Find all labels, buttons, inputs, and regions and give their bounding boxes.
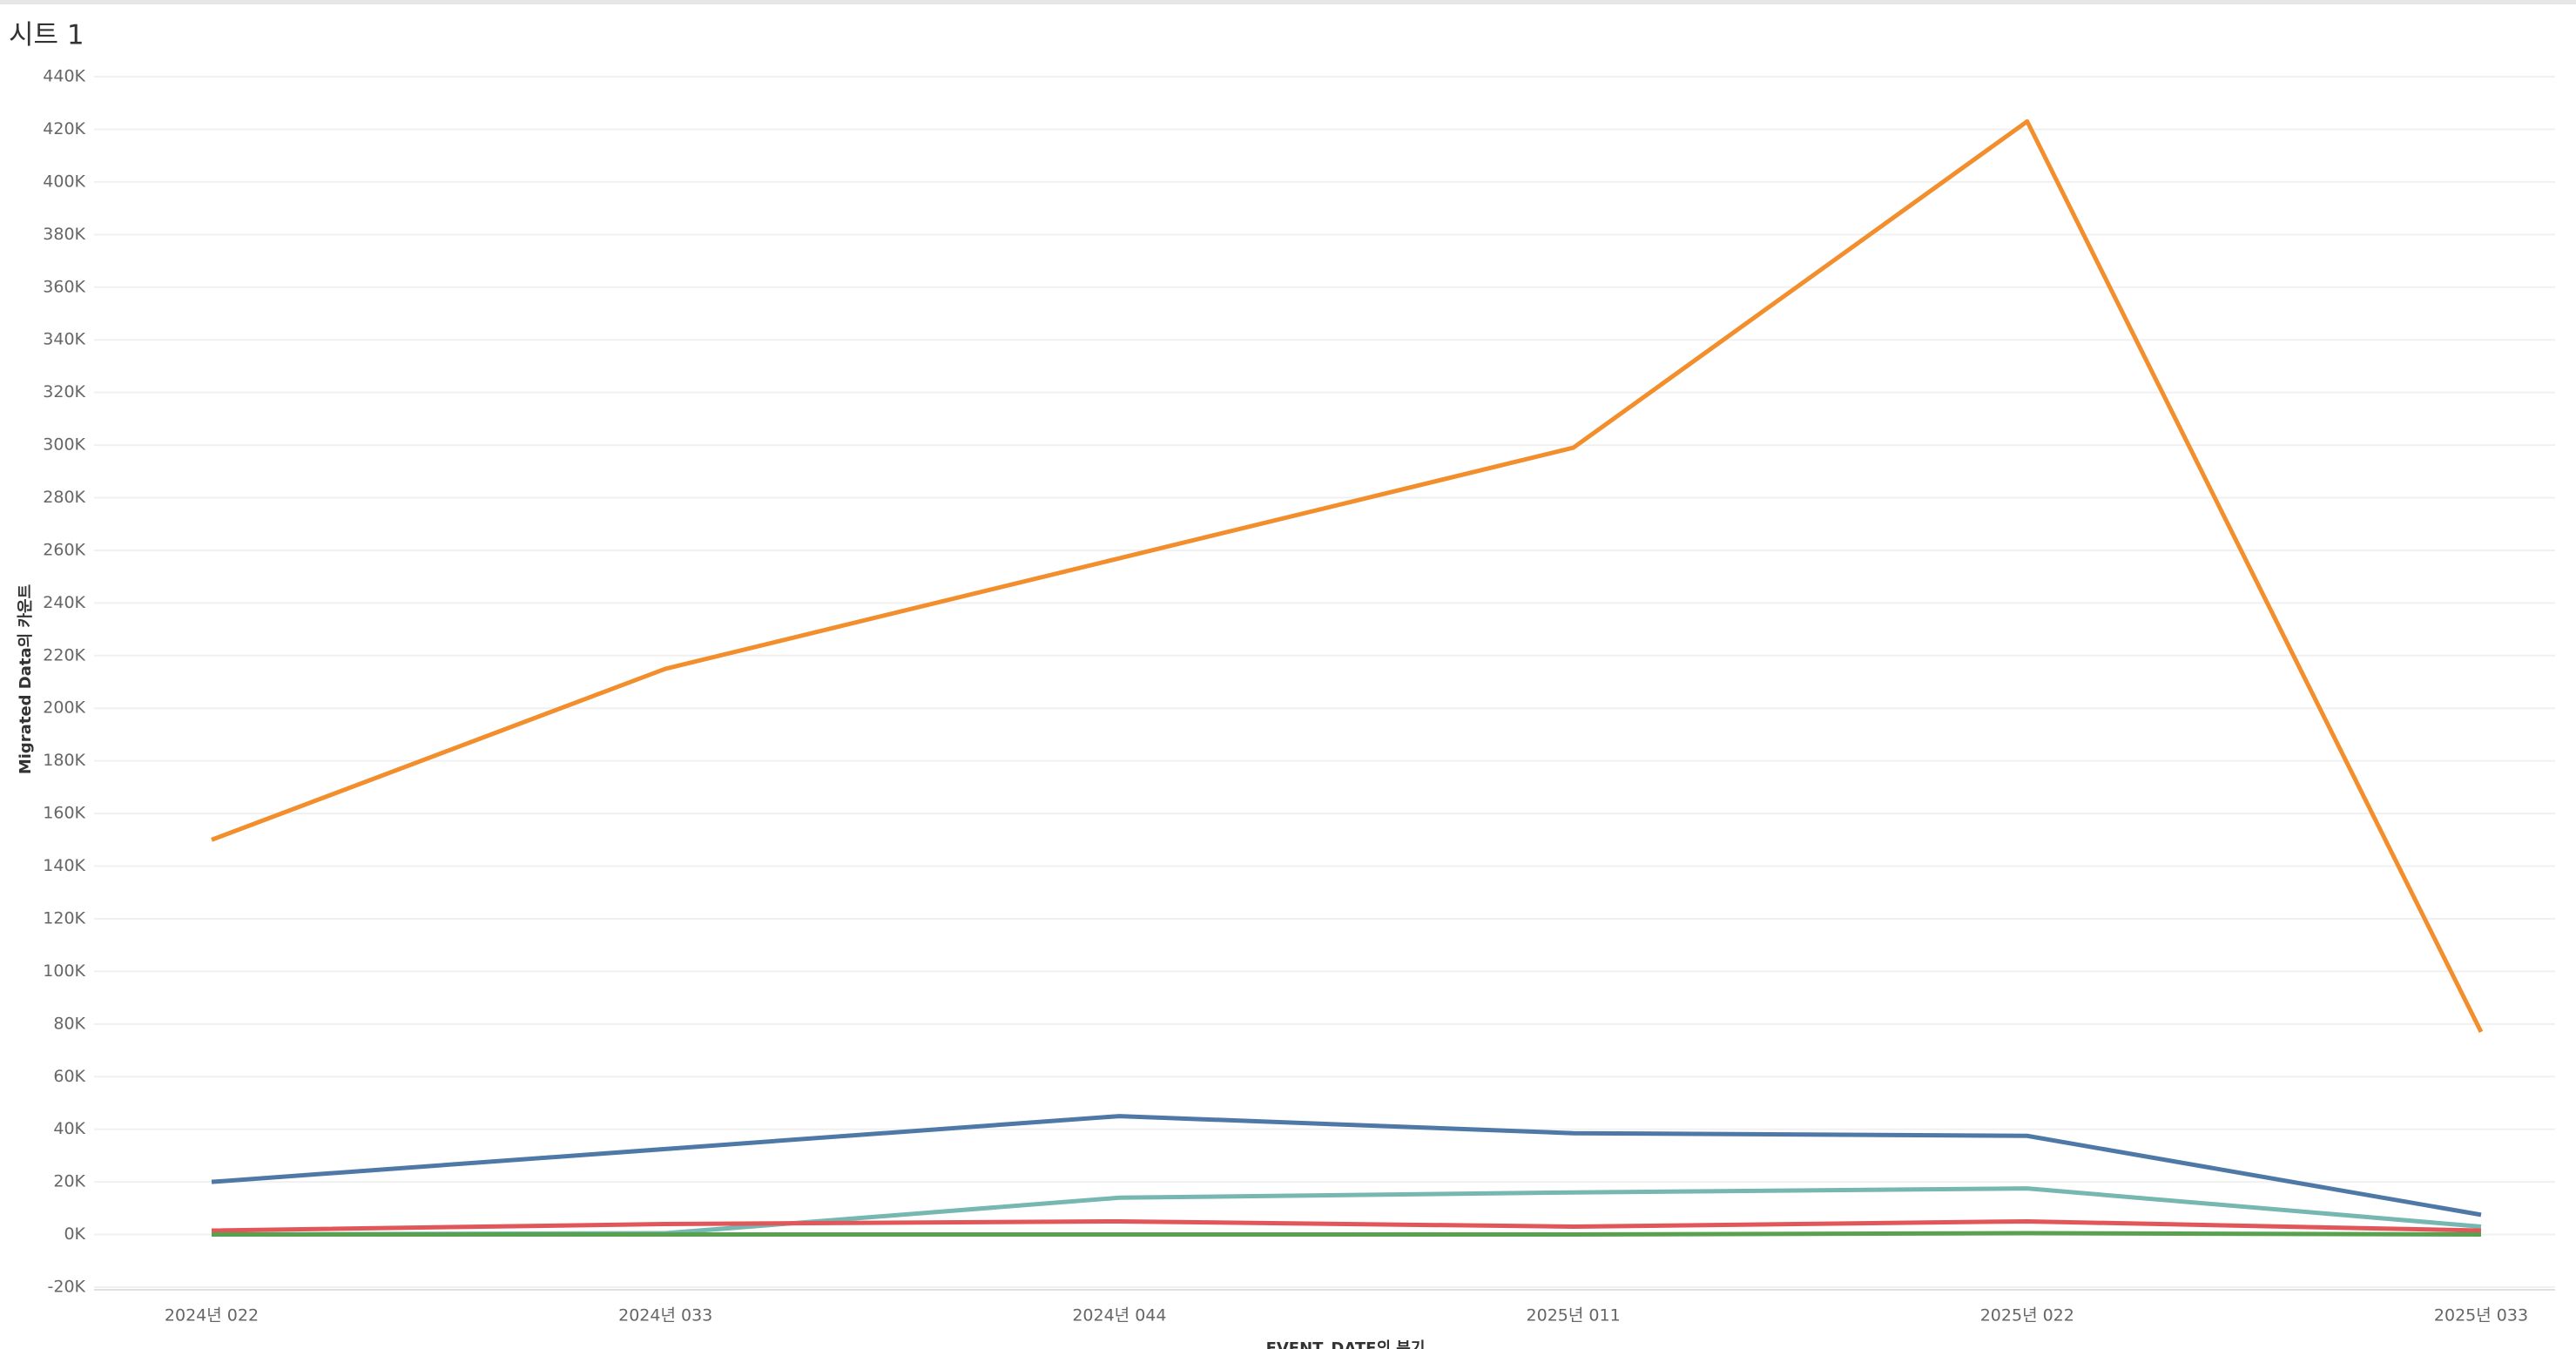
y-tick-label: 160K (43, 804, 85, 823)
y-tick-label: 220K (43, 645, 85, 664)
y-tick-label: -20K (48, 1277, 86, 1296)
y-tick-label: 120K (43, 908, 85, 927)
y-tick-label: 300K (43, 435, 85, 455)
x-tick-label: 2024년 033 (618, 1306, 712, 1325)
series-line (212, 1231, 2482, 1238)
x-tick-label: 2025년 022 (1980, 1306, 2074, 1325)
y-tick-label: 240K (43, 593, 85, 612)
series-line (211, 1114, 2482, 1217)
x-tick-label: 2025년 011 (1527, 1306, 1621, 1325)
y-tick-label: 100K (43, 961, 85, 981)
x-tick-label: 2025년 033 (2434, 1306, 2528, 1325)
x-tick-label: 2024년 022 (165, 1306, 259, 1325)
y-tick-label: 340K (43, 330, 85, 349)
y-tick-label: 140K (43, 856, 85, 875)
x-axis-title: EVENT_DATE의 분기 (1266, 1339, 1426, 1349)
y-tick-label: 60K (53, 1067, 85, 1086)
y-tick-label: 400K (43, 172, 85, 191)
sheet-title: 시트 1 (9, 20, 84, 51)
y-tick-label: 0K (64, 1224, 85, 1244)
y-tick-label: 200K (43, 698, 85, 718)
y-tick-label: 40K (53, 1119, 85, 1138)
y-tick-label: 20K (53, 1172, 85, 1191)
y-axis-title: Migrated Data의 카운트 (17, 584, 35, 774)
top-border (0, 0, 2576, 4)
y-tick-label: 80K (53, 1014, 85, 1033)
y-tick-label: 380K (43, 225, 85, 244)
y-tick-label: 260K (43, 540, 85, 559)
series-line (211, 1218, 2482, 1233)
x-tick-label: 2024년 044 (1072, 1306, 1166, 1325)
y-tick-label: 320K (43, 382, 85, 401)
series-line (211, 118, 2484, 1034)
y-tick-label: 440K (43, 67, 85, 86)
y-tick-label: 420K (43, 119, 85, 138)
y-tick-label: 180K (43, 751, 85, 770)
y-tick-label: 280K (43, 488, 85, 507)
y-tick-label: 360K (43, 277, 85, 296)
